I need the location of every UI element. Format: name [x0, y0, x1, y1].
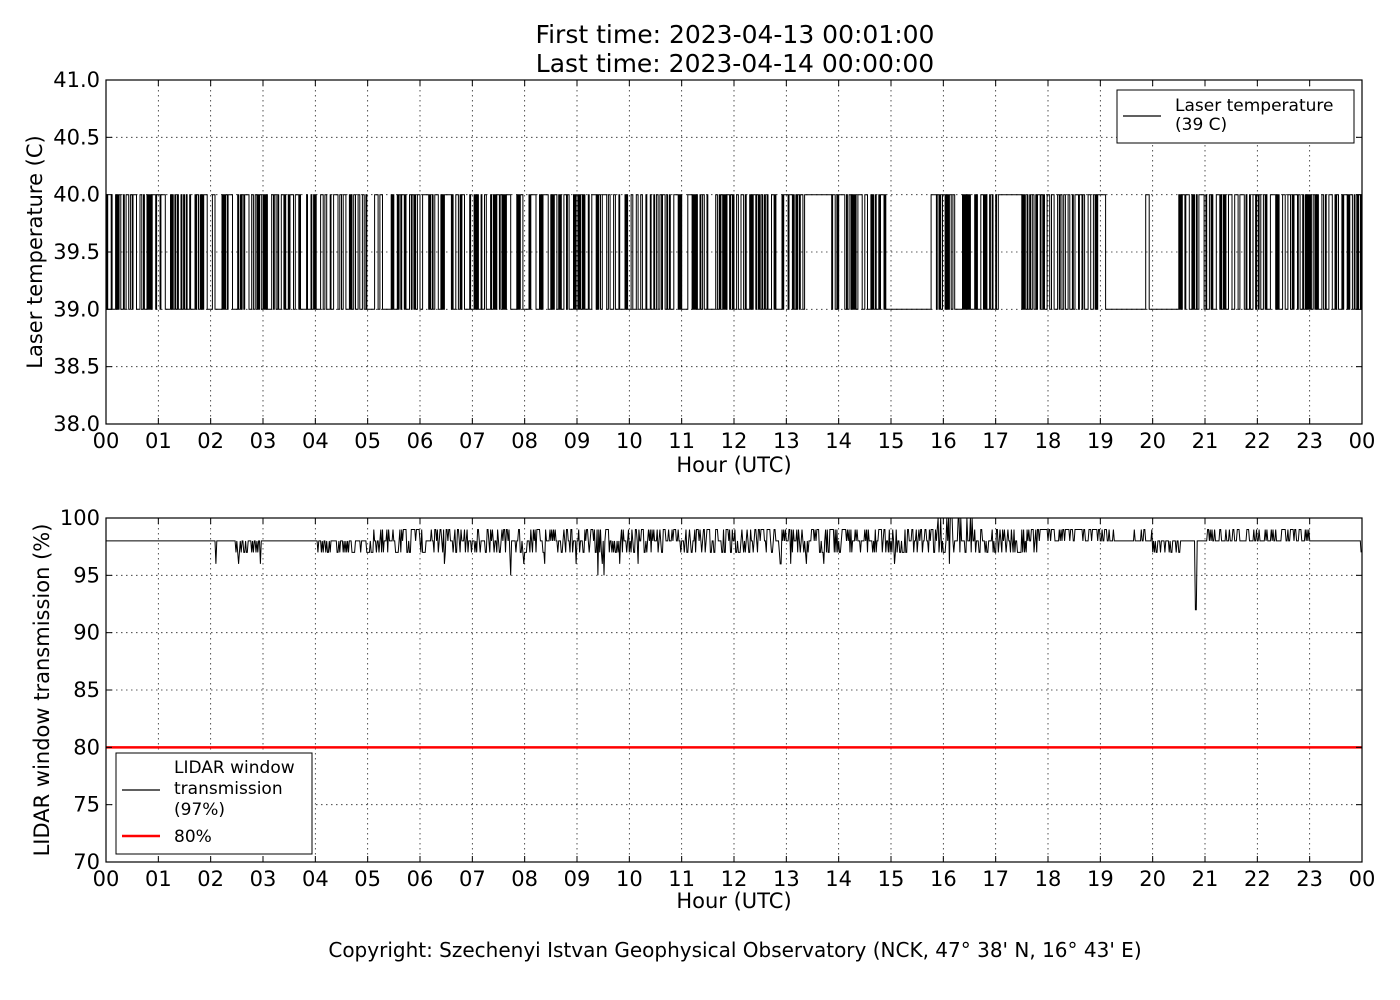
- laser-temperature-y-axis-label: Laser temperature (C): [23, 135, 47, 368]
- y-tick-label: 80: [73, 735, 100, 759]
- legend-label-lidar-line3: (97%): [174, 800, 225, 820]
- y-tick-label: 75: [73, 793, 100, 817]
- laser-temperature-x-ticks: 00 01 02 03 04 05 06 07 08 09 10 11 12 13 14 15 16 17 18 19…: [93, 80, 1376, 453]
- legend-label-laser-line1: Laser temperature: [1175, 96, 1333, 116]
- x-tick-label: 00: [93, 429, 120, 453]
- x-tick-label: 09: [564, 867, 591, 891]
- x-tick-label: 12: [721, 867, 748, 891]
- x-tick-label: 01: [145, 867, 172, 891]
- x-tick-label: 12: [721, 429, 748, 453]
- x-tick-label: 21: [1192, 867, 1219, 891]
- lidar-transmission-x-ticks: 00 01 02 03 04 05 06 07 08 09 10 11 12 13 14 15 16 17 18 19…: [93, 518, 1376, 891]
- x-tick-label: 02: [197, 867, 224, 891]
- y-tick-label: 85: [73, 678, 100, 702]
- y-tick-label: 39.0: [53, 297, 100, 321]
- x-tick-label: 16: [930, 429, 957, 453]
- y-tick-label: 40.5: [53, 125, 100, 149]
- y-tick-label: 39.5: [53, 240, 100, 264]
- laser-temperature-legend: Laser temperature (39 C): [1116, 89, 1355, 144]
- x-tick-label: 20: [1139, 429, 1166, 453]
- x-tick-label: 09: [564, 429, 591, 453]
- x-tick-label: 03: [250, 429, 277, 453]
- x-tick-label: 14: [825, 867, 852, 891]
- x-tick-label: 18: [1035, 429, 1062, 453]
- x-tick-label: 17: [982, 867, 1009, 891]
- lidar-transmission-line: [106, 517, 1362, 611]
- x-tick-label: 23: [1296, 867, 1323, 891]
- x-tick-label: 15: [878, 867, 905, 891]
- x-tick-label: 13: [773, 429, 800, 453]
- x-tick-label: 20: [1139, 867, 1166, 891]
- x-tick-label: 00: [1349, 867, 1376, 891]
- x-tick-label: 15: [878, 429, 905, 453]
- x-tick-label: 16: [930, 867, 957, 891]
- x-tick-label: 00: [93, 867, 120, 891]
- copyright-text: Copyright: Szechenyi Istvan Geophysical …: [328, 938, 1141, 962]
- laser-temperature-series: [106, 194, 1362, 310]
- y-tick-label: 41.0: [53, 68, 100, 92]
- x-tick-label: 22: [1244, 867, 1271, 891]
- y-tick-label: 95: [73, 563, 100, 587]
- x-tick-label: 07: [459, 867, 486, 891]
- x-tick-label: 07: [459, 429, 486, 453]
- x-tick-label: 01: [145, 429, 172, 453]
- x-tick-label: 18: [1035, 867, 1062, 891]
- x-tick-label: 21: [1192, 429, 1219, 453]
- x-tick-label: 05: [354, 429, 381, 453]
- chart-title-line1: First time: 2023-04-13 00:01:00: [536, 20, 935, 49]
- laser-temperature-y-ticks: 38.0 38.5 39.0 39.5 40.0 40.5 41.0: [53, 68, 1362, 436]
- x-tick-label: 11: [668, 429, 695, 453]
- y-tick-label: 40.0: [53, 183, 100, 207]
- laser-temperature-x-axis-label: Hour (UTC): [676, 453, 791, 477]
- x-tick-label: 10: [616, 867, 643, 891]
- x-tick-label: 19: [1087, 429, 1114, 453]
- x-tick-label: 08: [511, 429, 538, 453]
- y-tick-label: 90: [73, 621, 100, 645]
- lidar-transmission-series: [106, 517, 1362, 749]
- y-tick-label: 100: [60, 506, 100, 530]
- y-tick-label: 70: [73, 850, 100, 874]
- lidar-transmission-y-ticks: 70 75 80 85 90 95 100: [60, 506, 1362, 874]
- lidar-transmission-x-axis-label: Hour (UTC): [676, 889, 791, 913]
- y-tick-label: 38.5: [53, 355, 100, 379]
- y-tick-label: 38.0: [53, 412, 100, 436]
- x-tick-label: 00: [1349, 429, 1376, 453]
- x-tick-label: 02: [197, 429, 224, 453]
- x-tick-label: 11: [668, 867, 695, 891]
- x-tick-label: 19: [1087, 867, 1114, 891]
- x-tick-label: 04: [302, 867, 329, 891]
- x-tick-label: 22: [1244, 429, 1271, 453]
- x-tick-label: 03: [250, 867, 277, 891]
- x-tick-label: 06: [407, 429, 434, 453]
- chart-title-line2: Last time: 2023-04-14 00:00:00: [536, 49, 934, 78]
- x-tick-label: 13: [773, 867, 800, 891]
- x-tick-label: 23: [1296, 429, 1323, 453]
- legend-label-threshold: 80%: [174, 827, 212, 847]
- legend-label-lidar-line1: LIDAR window: [174, 758, 295, 778]
- x-tick-label: 06: [407, 867, 434, 891]
- x-tick-label: 10: [616, 429, 643, 453]
- x-tick-label: 17: [982, 429, 1009, 453]
- lidar-transmission-legend: LIDAR window transmission (97%) 80%: [115, 752, 313, 855]
- legend-label-laser-line2: (39 C): [1175, 115, 1227, 135]
- legend-label-lidar-line2: transmission: [174, 779, 283, 799]
- x-tick-label: 08: [511, 867, 538, 891]
- laser-temperature-line: [106, 194, 1362, 310]
- x-tick-label: 14: [825, 429, 852, 453]
- lidar-transmission-y-axis-label: LIDAR window transmission (%): [30, 524, 54, 857]
- x-tick-label: 04: [302, 429, 329, 453]
- x-tick-label: 05: [354, 867, 381, 891]
